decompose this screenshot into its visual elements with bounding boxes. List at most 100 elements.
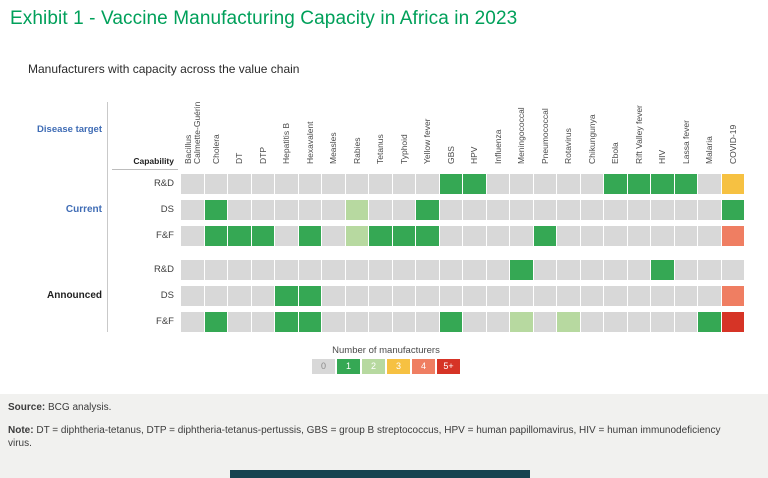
heatmap-cell <box>651 286 674 306</box>
heatmap-cell <box>228 226 251 246</box>
heatmap-cell <box>604 174 627 194</box>
heatmap-cell <box>322 226 345 246</box>
heatmap-cell <box>698 226 721 246</box>
heatmap-cell <box>251 174 274 194</box>
heatmap-cell <box>698 200 721 220</box>
capability-row-label: DS <box>160 204 174 215</box>
source-label: Source: <box>8 402 46 413</box>
heatmap-cell <box>533 312 556 332</box>
column-label: Chikungunya <box>586 114 597 164</box>
heatmap-cell <box>557 260 580 280</box>
heatmap-cell <box>204 286 227 306</box>
heatmap-cell <box>557 286 580 306</box>
column-label: Tetanus <box>375 134 386 164</box>
heatmap-row <box>181 286 744 306</box>
heatmap-cell <box>463 286 486 306</box>
heatmap-cell <box>510 174 533 194</box>
heatmap-cell <box>651 260 674 280</box>
capability-row-label: R&D <box>153 178 174 189</box>
heatmap-cell <box>369 286 392 306</box>
heatmap-cell <box>416 226 439 246</box>
heatmap-cell <box>439 260 462 280</box>
heatmap-cell <box>439 312 462 332</box>
note-line: Note: DT = diphtheria-tetanus, DTP = dip… <box>8 424 724 450</box>
heatmap-cell <box>627 174 650 194</box>
heatmap-cell <box>392 286 415 306</box>
legend-title: Number of manufacturers <box>332 345 440 356</box>
heatmap-cell <box>298 286 321 306</box>
heatmap-cell <box>345 200 368 220</box>
source-line: Source: BCG analysis. <box>8 402 111 413</box>
heatmap-cell <box>580 174 603 194</box>
heatmap-cell <box>651 174 674 194</box>
heatmap-cell <box>580 260 603 280</box>
heatmap-cell <box>674 200 697 220</box>
column-label: Pneumococcal <box>539 108 550 164</box>
heatmap-cell <box>251 260 274 280</box>
legend-swatch: 2 <box>362 359 385 374</box>
legend-swatches: 0 1 2 3 4 5+ <box>312 359 460 374</box>
heatmap-cell <box>698 286 721 306</box>
heatmap-cell <box>204 174 227 194</box>
column-label: HIV <box>657 149 668 164</box>
column-label: Yellow fever <box>422 118 433 164</box>
heatmap-cell <box>345 260 368 280</box>
heatmap-cell <box>275 260 298 280</box>
heatmap-cell <box>416 312 439 332</box>
heatmap-cell <box>698 312 721 332</box>
heatmap-cell <box>721 226 744 246</box>
heatmap-row <box>181 200 744 220</box>
column-label: Hepatitis B <box>281 122 292 164</box>
heatmap-cell <box>486 260 509 280</box>
heatmap-cell <box>651 200 674 220</box>
heatmap-cell <box>486 174 509 194</box>
heatmap-cell <box>651 312 674 332</box>
heatmap-cell <box>463 312 486 332</box>
heatmap-cell <box>251 286 274 306</box>
heatmap-cell <box>674 226 697 246</box>
heatmap-cell <box>463 200 486 220</box>
heatmap-cell <box>181 286 204 306</box>
heatmap-cell <box>439 200 462 220</box>
heatmap-cell <box>533 174 556 194</box>
column-label: COVID-19 <box>727 124 738 164</box>
heatmap-cell <box>674 260 697 280</box>
heatmap-cell <box>510 312 533 332</box>
column-label: Measles <box>328 132 339 164</box>
heatmap-cell <box>369 260 392 280</box>
disease-target-axis-label: Disease target <box>37 124 102 135</box>
heatmap-cell <box>204 312 227 332</box>
capability-row-label: DS <box>160 290 174 301</box>
heatmap-cell <box>275 286 298 306</box>
heatmap-cell <box>604 312 627 332</box>
heatmap-cell <box>439 226 462 246</box>
heatmap-cell <box>510 260 533 280</box>
heatmap-row <box>181 174 744 194</box>
heatmap-cell <box>557 226 580 246</box>
heatmap-cell <box>416 260 439 280</box>
heatmap-cell <box>463 226 486 246</box>
heatmap-cell <box>181 312 204 332</box>
heatmap-cell <box>674 286 697 306</box>
heatmap-cell <box>228 286 251 306</box>
heatmap-cell <box>580 286 603 306</box>
heatmap-cell <box>392 312 415 332</box>
heatmap-cell <box>181 200 204 220</box>
group-label-announced: Announced <box>47 290 102 301</box>
heatmap-cell <box>510 226 533 246</box>
legend-swatch: 1 <box>337 359 360 374</box>
heatmap-cell <box>651 226 674 246</box>
axis-divider-line <box>107 102 108 332</box>
heatmap-row <box>181 312 744 332</box>
heatmap-cell <box>275 312 298 332</box>
heatmap-cell <box>674 174 697 194</box>
column-label: Hexavalent <box>304 121 315 164</box>
column-label: Bacillus Calmette-Guérin <box>182 101 202 164</box>
heatmap-cell <box>674 312 697 332</box>
heatmap-row <box>181 260 744 280</box>
heatmap-cell <box>322 174 345 194</box>
column-label: DTP <box>257 147 268 164</box>
heatmap-cell <box>345 286 368 306</box>
heatmap-cell <box>416 200 439 220</box>
